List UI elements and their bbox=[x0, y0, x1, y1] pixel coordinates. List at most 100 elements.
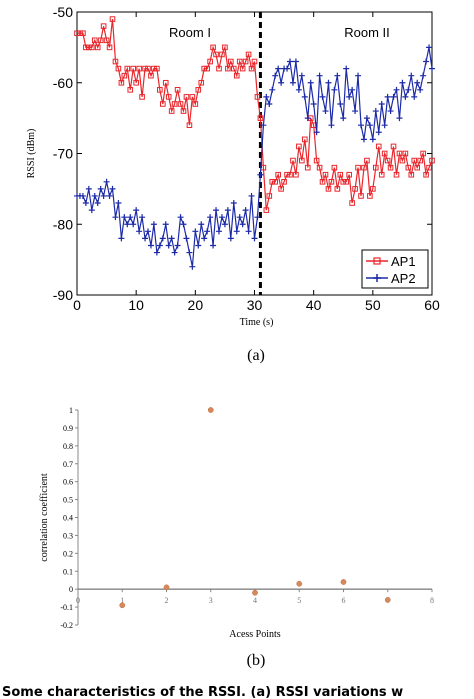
rssi-y-tick-label: -60 bbox=[53, 75, 73, 91]
ap2-point bbox=[402, 93, 409, 100]
series-line-ap2 bbox=[77, 47, 433, 267]
ap1-point bbox=[204, 65, 210, 72]
ap2-point bbox=[112, 214, 119, 221]
ap1-point bbox=[145, 65, 151, 72]
ap1-point bbox=[248, 65, 255, 72]
ap2-point bbox=[115, 200, 122, 207]
rssi-y-tick-label: -80 bbox=[53, 216, 73, 232]
ap1-point bbox=[118, 79, 125, 86]
ap2-point bbox=[295, 86, 302, 93]
ap1-point bbox=[340, 179, 347, 185]
rssi-chart: -90 -80 -70 -60 -50 0 10 20 30 40 50 60 Room I Roo… bbox=[26, 4, 440, 328]
ap1-point bbox=[272, 179, 279, 185]
ap2-point bbox=[124, 221, 131, 228]
correlation-x-tick-label: 2 bbox=[165, 596, 169, 605]
ap2-point bbox=[304, 115, 311, 122]
ap2-point bbox=[310, 100, 317, 107]
ap1-point bbox=[408, 171, 415, 178]
ap2-point bbox=[142, 235, 149, 242]
rssi-x-tick-label: 40 bbox=[306, 297, 322, 313]
ap2-point bbox=[420, 72, 427, 79]
correlation-y-tick-label: -0.1 bbox=[60, 603, 73, 612]
correlation-y-tick-label: 0.6 bbox=[63, 478, 73, 487]
ap2-point bbox=[414, 79, 421, 86]
ap2-point bbox=[195, 242, 202, 249]
ap1-point bbox=[313, 157, 320, 164]
ap1-point bbox=[301, 136, 308, 143]
ap2-point bbox=[248, 192, 255, 199]
ap1-point bbox=[168, 108, 175, 114]
ap1-point bbox=[210, 44, 216, 51]
ap1-point bbox=[420, 150, 426, 157]
ap1-point bbox=[136, 65, 142, 72]
ap2-point bbox=[319, 93, 326, 100]
ap2-point bbox=[221, 221, 228, 228]
ap1-point bbox=[124, 65, 131, 72]
ap1-point bbox=[337, 171, 344, 178]
ap1-point bbox=[121, 72, 128, 79]
ap2-point bbox=[325, 79, 332, 86]
ap2-point bbox=[91, 192, 98, 199]
ap1-point bbox=[94, 44, 101, 51]
ap1-point bbox=[266, 193, 273, 199]
ap1-point bbox=[296, 143, 302, 150]
ap1-point bbox=[281, 179, 287, 185]
ap2-point bbox=[284, 65, 291, 72]
correlation-x-tick-label: 5 bbox=[297, 596, 301, 605]
ap2-point bbox=[369, 136, 376, 143]
correlation-y-tick-label: 0.1 bbox=[63, 567, 73, 576]
ap2-point bbox=[106, 192, 113, 199]
ap1-point bbox=[275, 171, 281, 178]
ap1-point bbox=[263, 207, 270, 213]
ap1-point bbox=[109, 16, 116, 22]
ap1-point bbox=[239, 65, 246, 72]
ap2-point bbox=[174, 242, 181, 249]
ap1-point bbox=[157, 87, 163, 93]
correlation-y-tick-label: 0.9 bbox=[63, 424, 73, 433]
ap2-point bbox=[298, 72, 305, 79]
ap2-point bbox=[360, 136, 367, 143]
correlation-y-ticks: -0.2-0.100.10.20.30.40.50.60.70.80.91 bbox=[60, 406, 78, 630]
ap1-point bbox=[195, 87, 202, 93]
ap1-point bbox=[219, 51, 225, 58]
ap2-point bbox=[130, 221, 137, 228]
ap1-point bbox=[346, 171, 352, 178]
ap2-point bbox=[266, 100, 273, 107]
correlation-y-tick-label: 0.7 bbox=[63, 460, 73, 469]
ap1-point bbox=[293, 171, 299, 178]
ap2-point bbox=[352, 108, 359, 115]
ap1-point bbox=[254, 94, 261, 100]
correlation-point bbox=[119, 602, 126, 609]
ap2-point bbox=[346, 93, 353, 100]
ap2-point bbox=[328, 122, 335, 129]
ap2-point bbox=[153, 249, 160, 256]
ap2-point bbox=[393, 86, 400, 93]
ap2-point bbox=[103, 178, 110, 185]
ap1-point bbox=[399, 157, 406, 164]
ap2-point bbox=[224, 207, 231, 214]
ap2-point bbox=[423, 58, 430, 65]
ap2-point bbox=[260, 122, 267, 129]
ap2-point bbox=[355, 72, 362, 79]
correlation-x-tick-label: 4 bbox=[253, 596, 257, 605]
ap2-point bbox=[177, 214, 184, 221]
ap2-point bbox=[426, 44, 433, 51]
correlation-point bbox=[384, 597, 391, 603]
rssi-x-tick-label: 60 bbox=[424, 297, 440, 313]
ap2-point bbox=[251, 235, 258, 242]
ap2-point bbox=[207, 214, 214, 221]
ap1-point bbox=[74, 30, 80, 37]
ap1-point bbox=[127, 87, 134, 93]
ap2-point bbox=[82, 200, 89, 207]
ap2-point bbox=[85, 185, 92, 192]
ap1-point bbox=[364, 157, 370, 164]
ap1-point bbox=[242, 58, 249, 65]
ap1-point bbox=[88, 44, 95, 51]
ap1-point bbox=[331, 164, 338, 171]
ap2-point bbox=[245, 228, 252, 235]
series-line-ap1 bbox=[77, 19, 433, 211]
ap1-point bbox=[375, 143, 382, 150]
legend-label: AP1 bbox=[391, 254, 416, 269]
ap1-point bbox=[269, 179, 276, 185]
